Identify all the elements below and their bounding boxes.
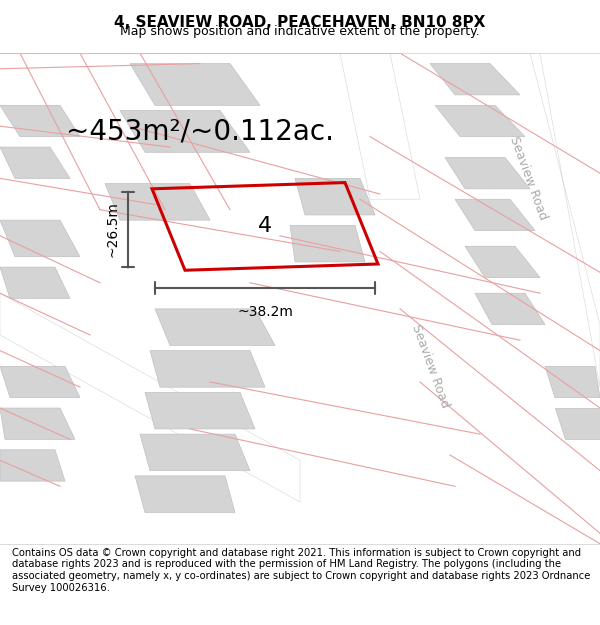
Polygon shape <box>0 408 75 439</box>
Polygon shape <box>295 178 375 215</box>
Polygon shape <box>480 53 600 387</box>
Text: Contains OS data © Crown copyright and database right 2021. This information is : Contains OS data © Crown copyright and d… <box>12 548 590 592</box>
Polygon shape <box>140 434 250 471</box>
Text: ~38.2m: ~38.2m <box>237 305 293 319</box>
Polygon shape <box>435 106 525 137</box>
Polygon shape <box>475 293 545 324</box>
Polygon shape <box>545 366 600 398</box>
Text: Map shows position and indicative extent of the property.: Map shows position and indicative extent… <box>120 25 480 38</box>
Polygon shape <box>455 199 535 231</box>
Polygon shape <box>445 158 530 189</box>
Polygon shape <box>0 450 65 481</box>
Polygon shape <box>0 267 70 298</box>
Text: Seaview Road: Seaview Road <box>507 135 549 222</box>
Polygon shape <box>465 246 540 278</box>
Polygon shape <box>0 147 70 178</box>
Polygon shape <box>0 220 80 257</box>
Text: ~26.5m: ~26.5m <box>106 202 120 258</box>
Polygon shape <box>120 111 250 152</box>
Polygon shape <box>290 226 365 262</box>
Polygon shape <box>0 366 80 398</box>
Polygon shape <box>105 184 210 220</box>
Polygon shape <box>130 64 260 106</box>
Polygon shape <box>0 106 80 137</box>
Polygon shape <box>155 309 275 346</box>
Polygon shape <box>555 408 600 439</box>
Polygon shape <box>145 392 255 429</box>
Text: Seaview Road: Seaview Road <box>409 322 451 410</box>
Polygon shape <box>135 476 235 512</box>
Polygon shape <box>430 64 520 95</box>
Polygon shape <box>150 351 265 387</box>
Polygon shape <box>0 293 300 502</box>
Text: ~453m²/~0.112ac.: ~453m²/~0.112ac. <box>66 118 334 146</box>
Text: 4, SEAVIEW ROAD, PEACEHAVEN, BN10 8PX: 4, SEAVIEW ROAD, PEACEHAVEN, BN10 8PX <box>115 15 485 30</box>
Polygon shape <box>340 53 420 199</box>
Text: 4: 4 <box>258 216 272 236</box>
